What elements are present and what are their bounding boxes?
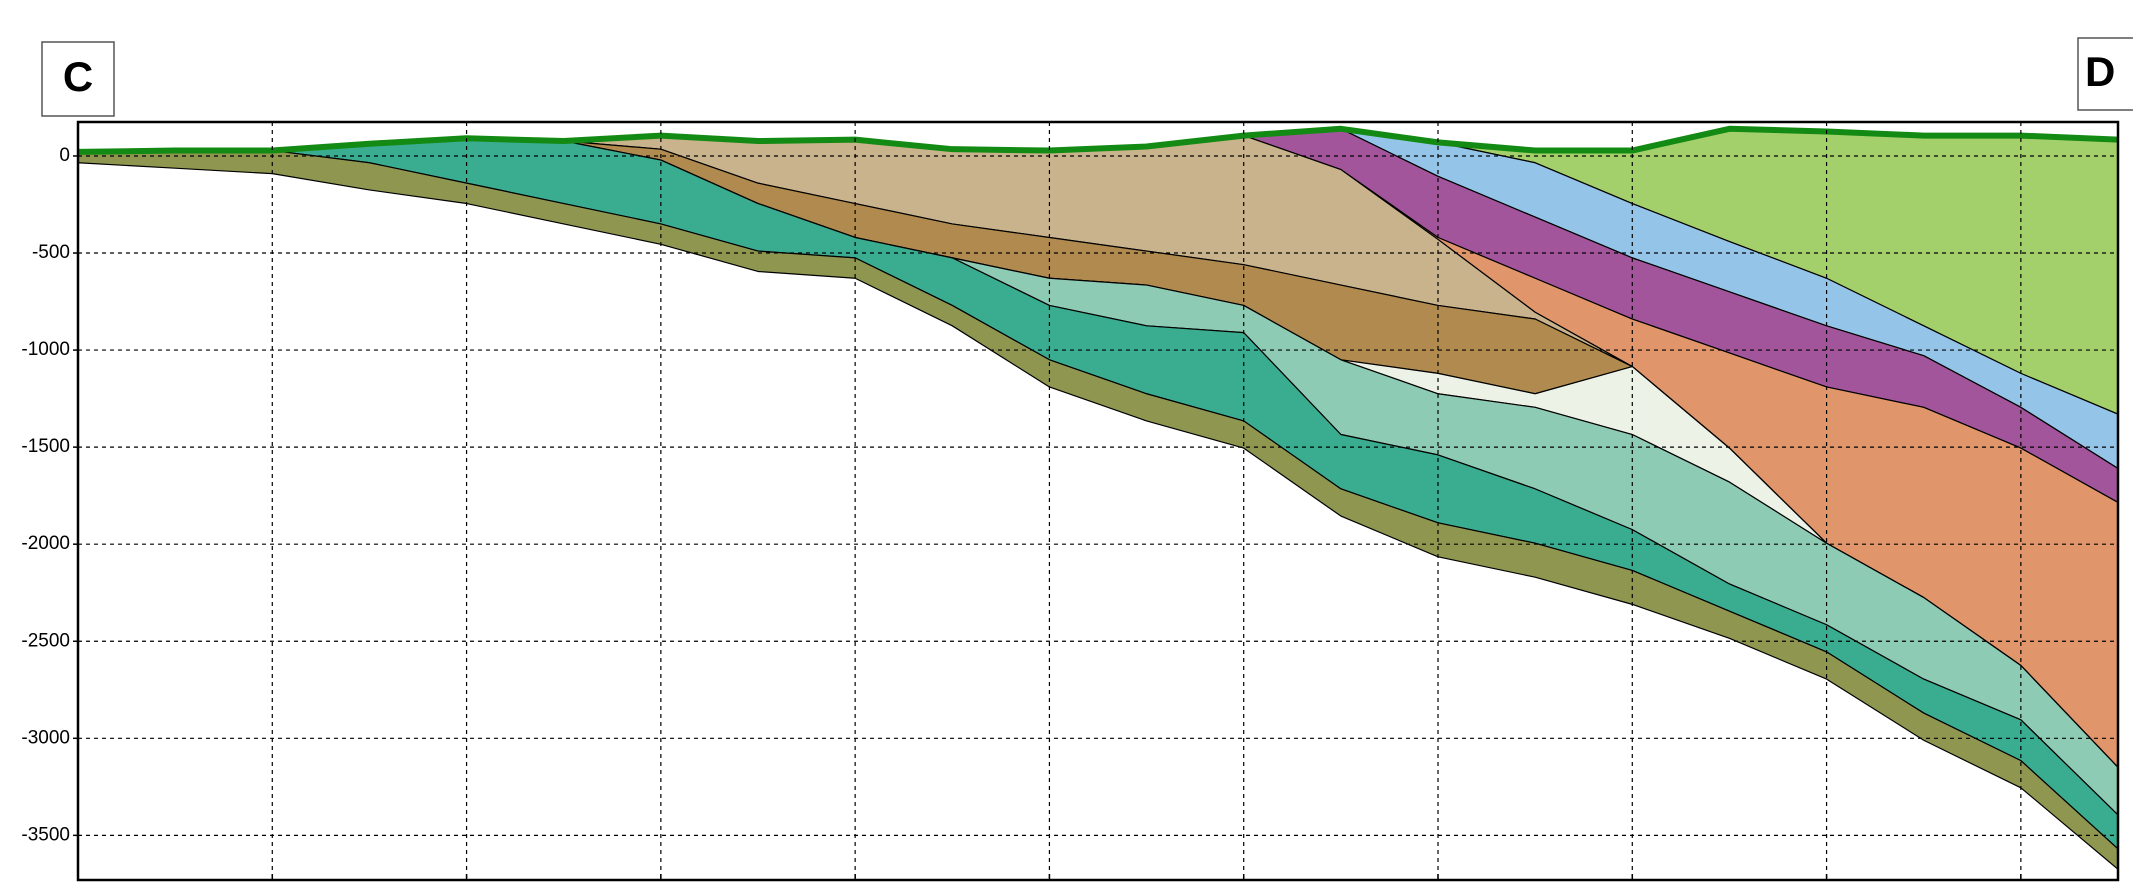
start-label: C (63, 53, 93, 100)
end-label: D (2085, 48, 2115, 95)
chart: C D 0 -500 -1000 -1500 -2000 -2500 -3000 -3500 (0, 0, 2133, 882)
y-tick-label: -1500 (21, 436, 70, 457)
y-tick-label: -3500 (21, 824, 70, 845)
y-tick-label: 0 (59, 145, 70, 166)
y-tick-label: -500 (32, 242, 70, 263)
y-tick-label: -2500 (21, 630, 70, 651)
plot-area (78, 129, 2118, 870)
y-tick-label: -1000 (21, 339, 70, 360)
y-tick-label: -2000 (21, 533, 70, 554)
y-tick-label: -3000 (21, 727, 70, 748)
